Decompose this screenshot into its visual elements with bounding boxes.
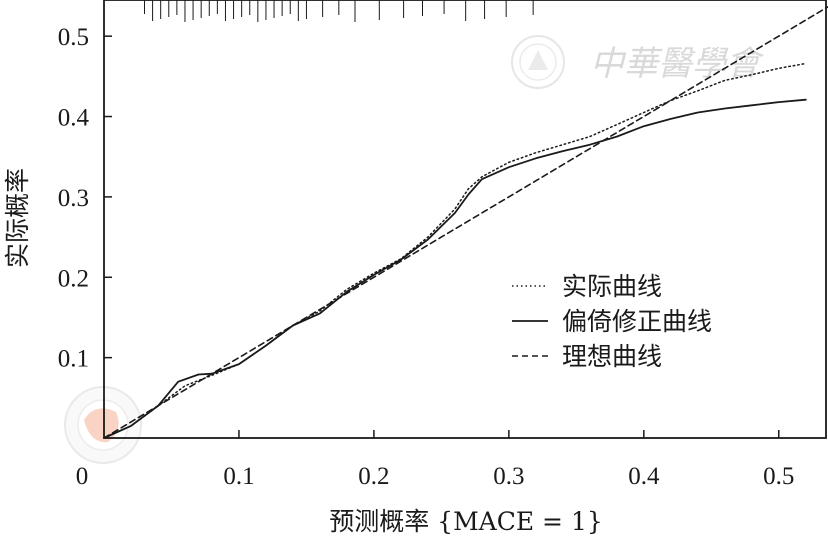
series-line-dotted xyxy=(103,62,807,439)
series-line-solid xyxy=(103,98,807,439)
x-tick-label: 0.3 xyxy=(493,463,524,490)
watermark-logo-top xyxy=(511,35,565,89)
y-tick-label: 0.4 xyxy=(58,105,90,132)
x-tick-label: 0.1 xyxy=(223,463,254,490)
legend-label-actual: 实际曲线 xyxy=(562,272,662,301)
y-tick-label: 0.1 xyxy=(58,346,89,373)
x-tick-label: 0 xyxy=(76,463,89,490)
y-tick-label: 0.5 xyxy=(58,24,89,51)
y-axis-ticks: 0.1 0.2 0.3 0.4 0.5 xyxy=(58,24,112,373)
legend-label-bias-corrected: 偏倚修正曲线 xyxy=(562,307,712,336)
rug-marks xyxy=(143,0,534,22)
y-tick-label: 0.2 xyxy=(58,265,89,292)
y-axis-title: 实际概率 xyxy=(3,168,32,268)
plot-frame xyxy=(103,0,827,439)
x-tick-label: 0.4 xyxy=(628,463,660,490)
watermark-seal-bottom xyxy=(64,386,142,464)
series-layer xyxy=(103,5,828,439)
legend-label-ideal: 理想曲线 xyxy=(562,342,662,371)
x-axis-title: 预测概率 {MACE = 1} xyxy=(329,507,603,536)
series-line-dashed xyxy=(103,5,828,439)
x-tick-label: 0.2 xyxy=(358,463,389,490)
y-tick-label: 0.3 xyxy=(58,185,89,212)
watermark-text: 中華醫學會 xyxy=(590,44,765,84)
x-axis-ticks: 0 0.1 0.2 0.3 0.4 0.5 xyxy=(76,430,794,490)
x-tick-label: 0.5 xyxy=(763,463,794,490)
legend: 实际曲线 偏倚修正曲线 理想曲线 xyxy=(512,272,712,371)
